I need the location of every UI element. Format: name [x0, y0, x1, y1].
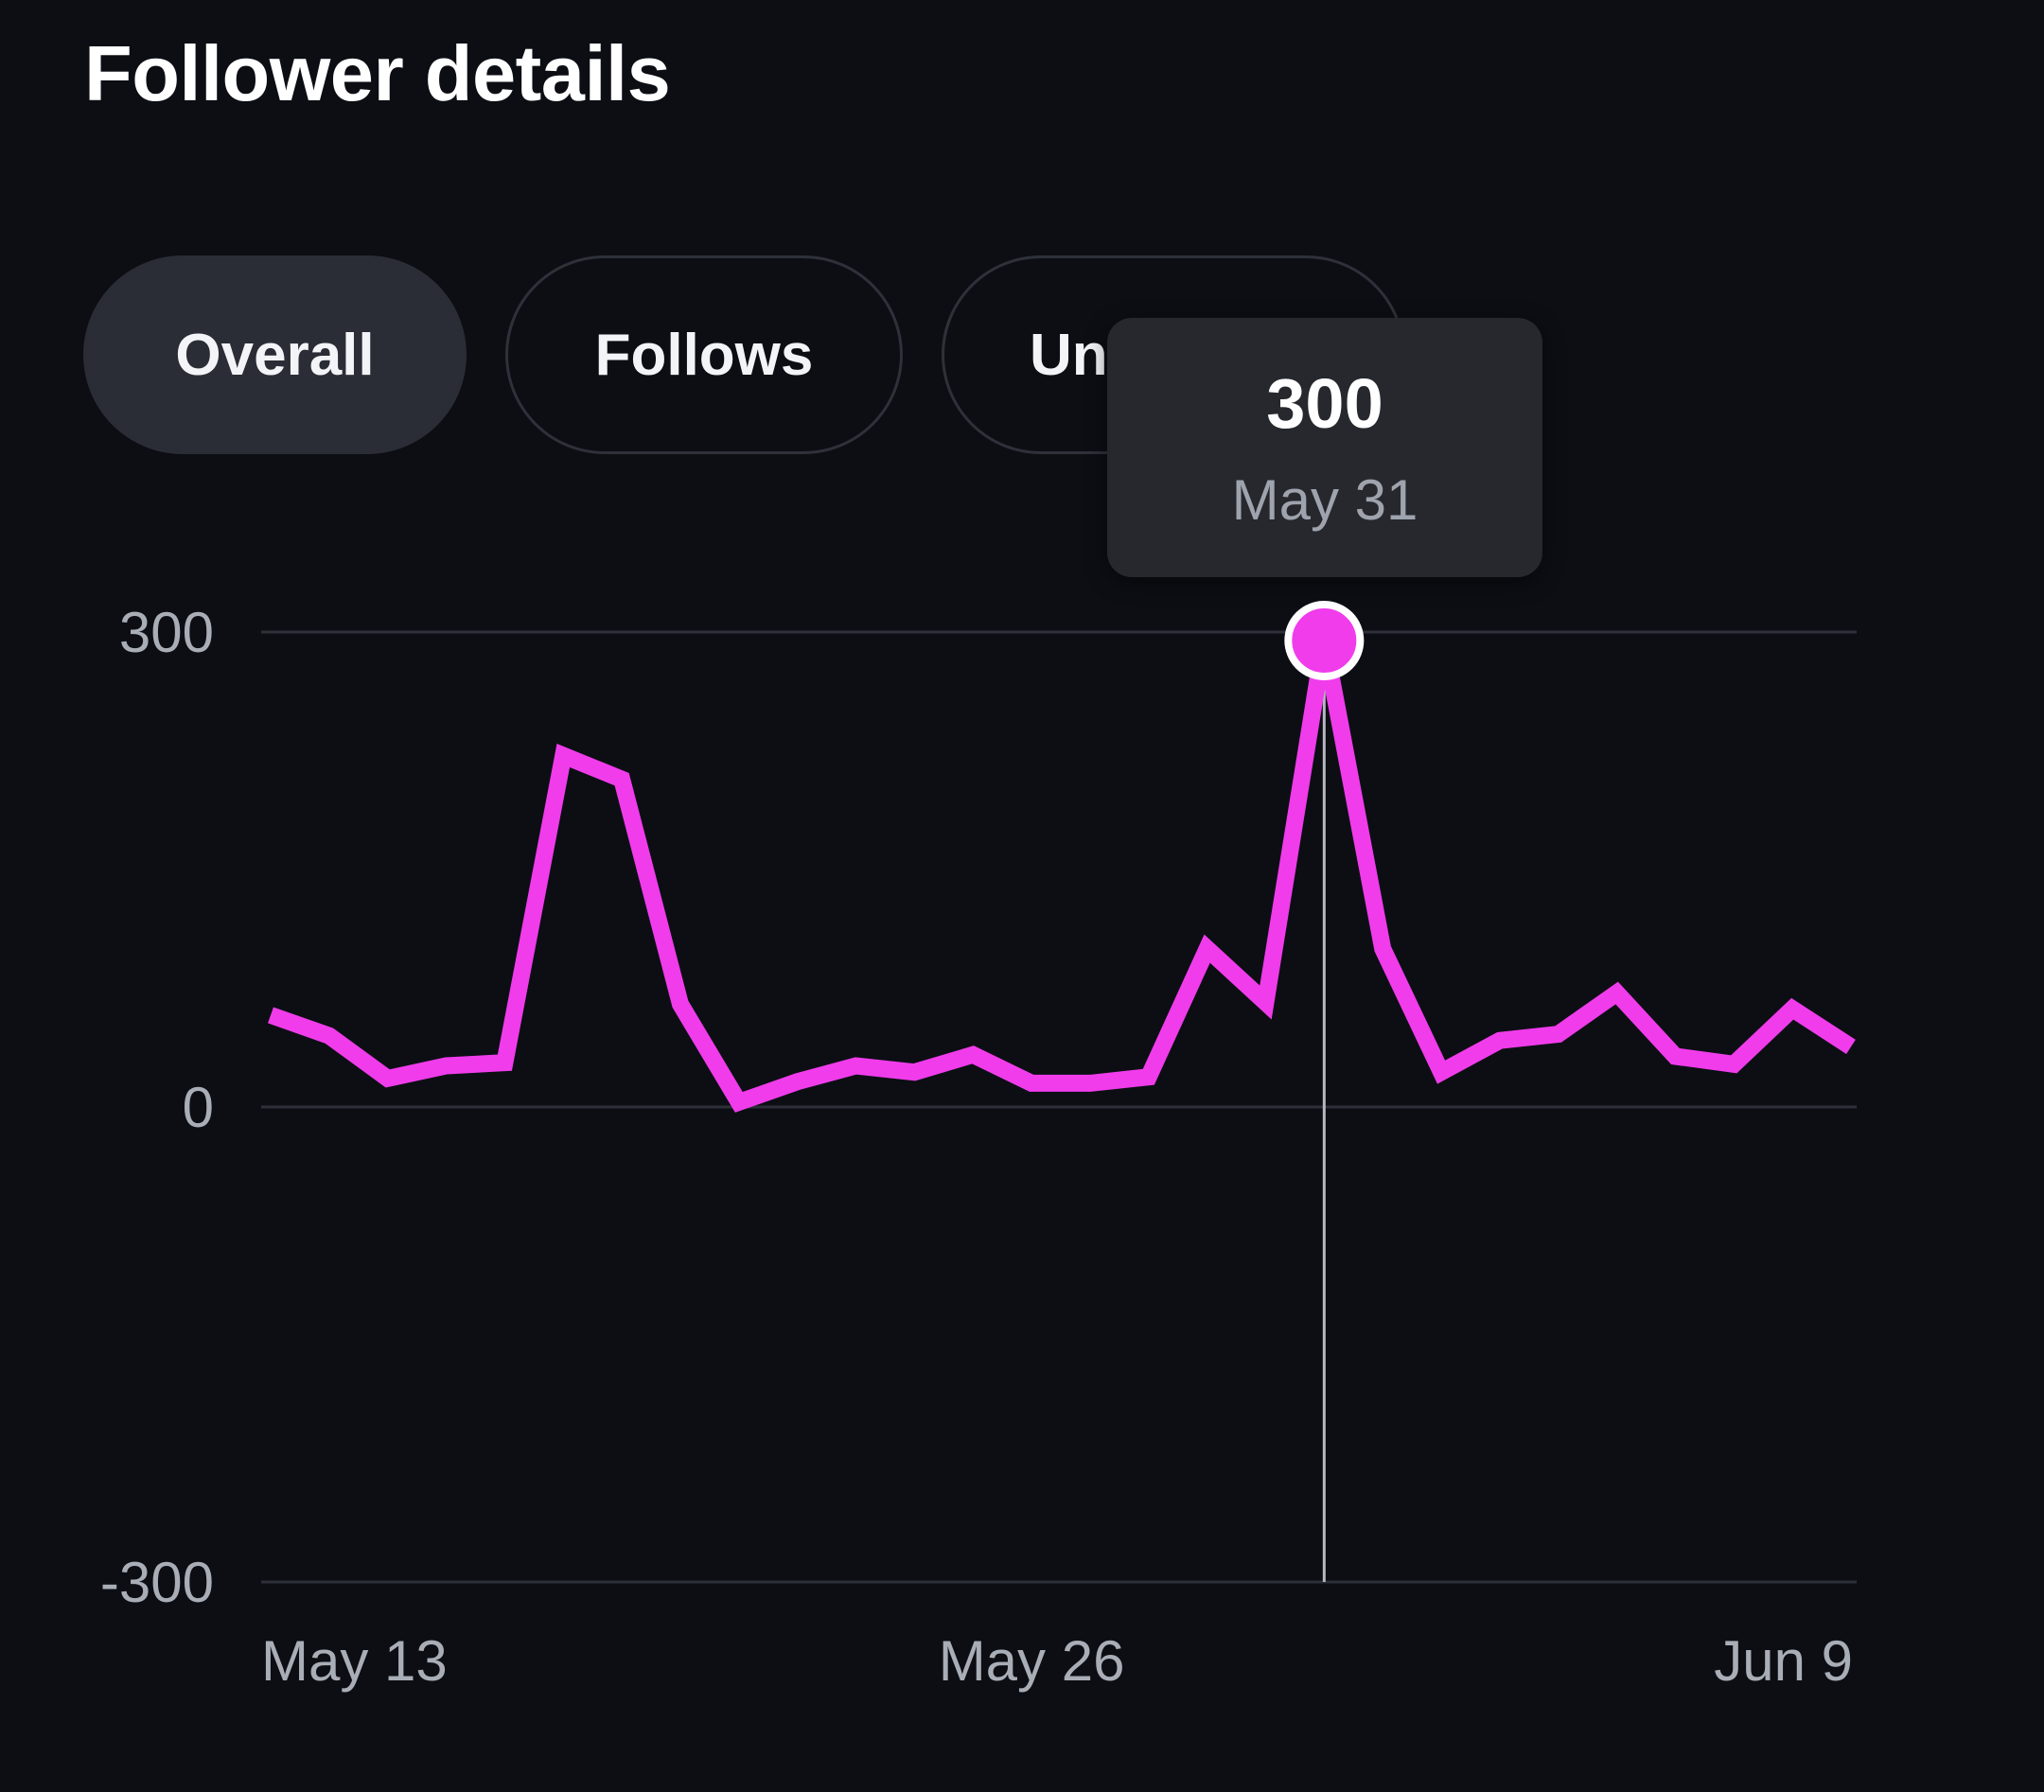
filter-follows-button[interactable]: Follows — [505, 255, 903, 454]
x-tick-label: May 13 — [261, 1629, 448, 1693]
filter-overall-button[interactable]: Overall — [83, 255, 467, 454]
y-tick-label: -300 — [100, 1551, 214, 1614]
y-tick-label: 300 — [119, 601, 214, 664]
x-tick-label: Jun 9 — [1714, 1629, 1853, 1693]
x-axis: May 13 May 26 Jun 9 — [261, 1629, 1853, 1693]
x-tick-label: May 26 — [939, 1629, 1125, 1693]
series-line-overall — [268, 638, 1856, 1113]
tooltip-date: May 31 — [1231, 468, 1418, 532]
y-tick-label: 0 — [183, 1076, 214, 1139]
tooltip: 300 May 31 — [1107, 318, 1542, 577]
highlight-point[interactable] — [1284, 601, 1365, 680]
page-title: Follower details — [84, 29, 671, 117]
chart-grid — [261, 630, 1857, 1584]
tooltip-value: 300 — [1266, 364, 1383, 443]
y-axis: 300 0 -300 — [100, 601, 214, 1614]
